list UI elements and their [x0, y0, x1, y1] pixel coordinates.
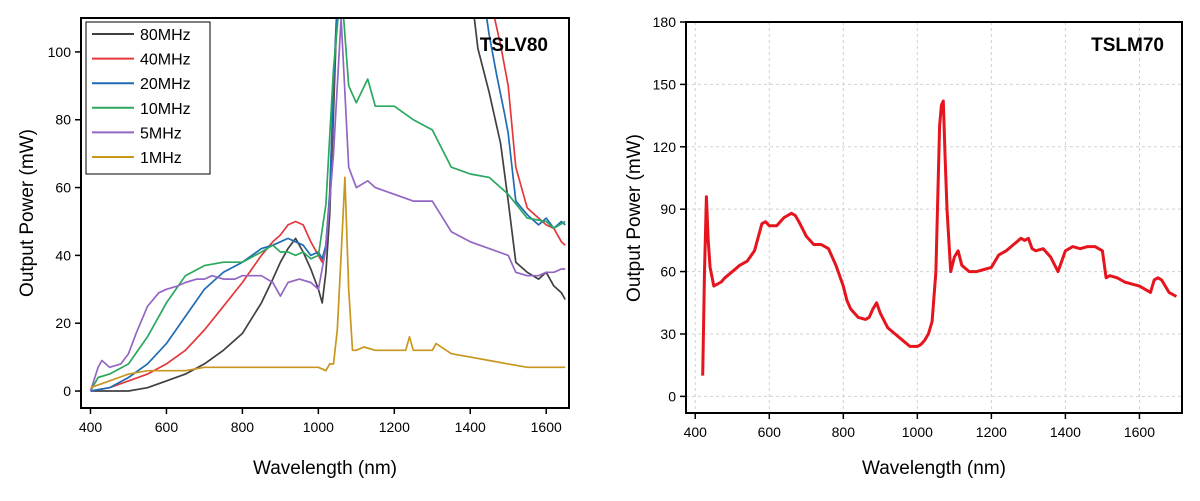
panel-label-tslv80: TSLV80	[480, 35, 548, 56]
legend-label-1mhz: 1MHz	[140, 150, 182, 167]
plot-lines	[701, 99, 1178, 376]
y-tick-label: 120	[653, 139, 677, 155]
x-tick-label: 1000	[902, 424, 933, 440]
y-tick-label: 100	[48, 44, 72, 60]
y-tick-label: 180	[653, 14, 677, 30]
legend: 80MHz 40MHz 20MHz 10MHz 5MHz 1MHz	[85, 21, 211, 175]
legend-label-5mhz: 5MHz	[140, 125, 182, 142]
x-tick-label: 800	[832, 424, 856, 440]
series-line-80mhz	[90, 18, 566, 392]
x-tick-label: 400	[79, 419, 103, 435]
tslv80-chart: 400 600 800 1000 1200 1400 1600 0 20 40 60 80 100 TS…	[17, 17, 570, 479]
y-axis-label: Output Power (mW)	[624, 134, 645, 302]
y-tick-label: 60	[55, 180, 71, 196]
tslm70-chart: 400 600 800 1000 1200 1400 1600 0 30 60 90 120 150 18…	[624, 14, 1183, 479]
x-tick-label: 1200	[976, 424, 1007, 440]
x-axis-label: Wavelength (nm)	[862, 458, 1006, 479]
plot-frame	[685, 21, 1183, 414]
legend-label-80mhz: 80MHz	[140, 27, 191, 44]
x-tick-label: 1400	[1050, 424, 1081, 440]
series-line-5mhz	[89, 18, 566, 392]
x-tick-label: 1600	[1124, 424, 1155, 440]
series-line-20mhz	[90, 18, 566, 392]
x-tick-label: 800	[231, 419, 255, 435]
plot-lines	[89, 18, 566, 392]
series-line	[701, 99, 1178, 376]
legend-box	[85, 21, 211, 175]
x-tick-label: 600	[758, 424, 782, 440]
y-tick-label: 40	[55, 247, 71, 263]
y-axis-label: Output Power (mW)	[17, 129, 38, 297]
x-tick-label: 1200	[379, 419, 410, 435]
tick-labels: 400 600 800 1000 1200 1400 1600 0 30 60 90 120 150 18…	[653, 14, 1156, 440]
y-tick-label: 60	[660, 264, 676, 280]
series-line-1mhz	[90, 176, 566, 389]
series-line-10mhz	[89, 18, 566, 392]
panel-label-tslm70: TSLM70	[1091, 35, 1164, 56]
legend-label-10mhz: 10MHz	[140, 101, 191, 118]
y-tick-label: 0	[668, 388, 676, 404]
y-tick-label: 150	[653, 76, 677, 92]
tick-labels: 400 600 800 1000 1200 1400 1600 0 20 40 60 80 100	[48, 44, 562, 435]
x-tick-label: 1600	[531, 419, 562, 435]
x-tick-label: 1400	[455, 419, 486, 435]
y-tick-label: 20	[55, 315, 71, 331]
grid-lines	[686, 21, 1182, 413]
y-tick-label: 80	[55, 112, 71, 128]
x-tick-label: 400	[684, 424, 708, 440]
legend-label-20mhz: 20MHz	[140, 76, 191, 93]
y-tick-label: 0	[63, 383, 71, 399]
series-line-40mhz	[90, 18, 566, 392]
y-tick-label: 90	[660, 201, 676, 217]
y-tick-label: 30	[660, 326, 676, 342]
x-tick-label: 1000	[303, 419, 334, 435]
x-tick-label: 600	[155, 419, 179, 435]
plot-frame	[80, 17, 570, 409]
legend-label-40mhz: 40MHz	[140, 52, 191, 69]
x-axis-label: Wavelength (nm)	[253, 458, 397, 479]
